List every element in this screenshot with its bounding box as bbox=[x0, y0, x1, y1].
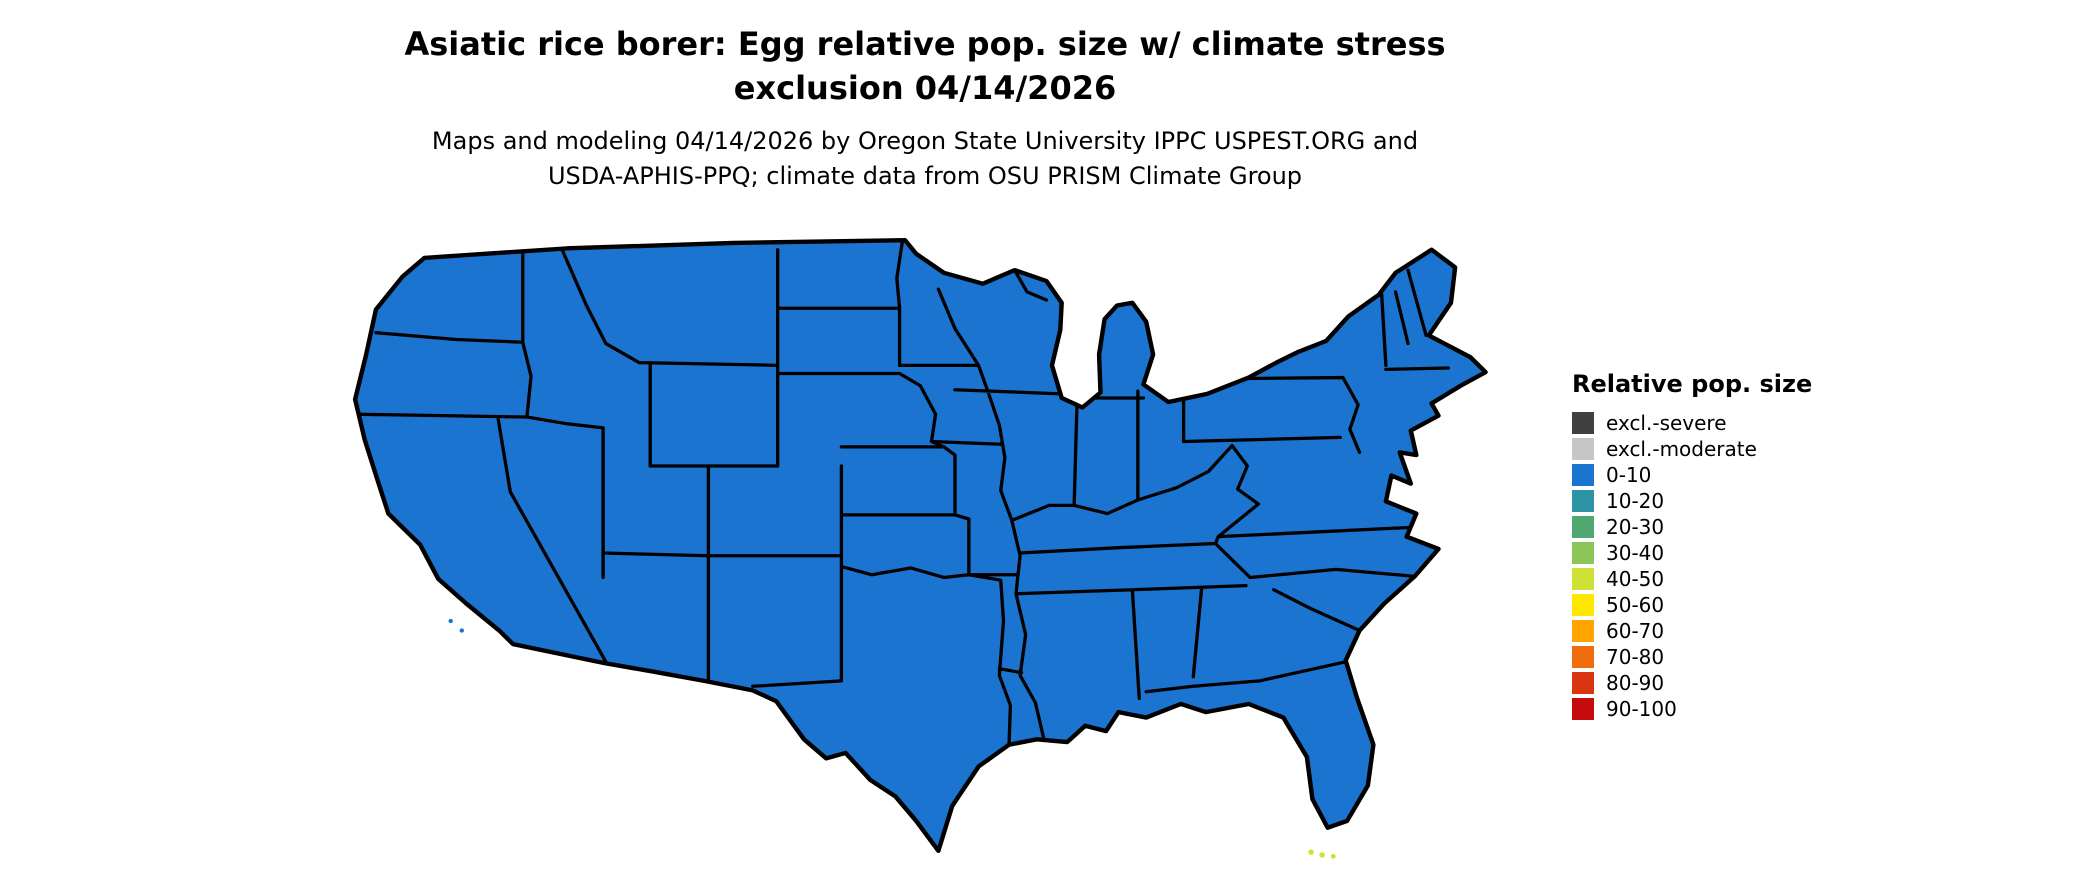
legend-label: 70-80 bbox=[1606, 645, 1665, 669]
legend-item-20-30: 20-30 bbox=[1572, 514, 1812, 540]
legend-swatch bbox=[1572, 516, 1594, 538]
legend-label: 50-60 bbox=[1606, 593, 1665, 617]
legend-item-excl-severe: excl.-severe bbox=[1572, 410, 1812, 436]
map-title-line1: Asiatic rice borer: Egg relative pop. si… bbox=[404, 25, 1446, 63]
legend-label: 0-10 bbox=[1606, 463, 1652, 487]
legend-item-0-10: 0-10 bbox=[1572, 462, 1812, 488]
legend-label: 10-20 bbox=[1606, 489, 1665, 513]
legend-item-90-100: 90-100 bbox=[1572, 696, 1812, 722]
legend-swatch bbox=[1572, 542, 1594, 564]
legend-swatch bbox=[1572, 672, 1594, 694]
legend-swatch bbox=[1572, 412, 1594, 434]
legend-item-10-20: 10-20 bbox=[1572, 488, 1812, 514]
map-subtitle: Maps and modeling 04/14/2026 by Oregon S… bbox=[350, 124, 1500, 194]
legend-item-70-80: 70-80 bbox=[1572, 644, 1812, 670]
legend-label: 40-50 bbox=[1606, 567, 1665, 591]
legend-swatch bbox=[1572, 438, 1594, 460]
legend-swatch bbox=[1572, 646, 1594, 668]
florida-keys bbox=[1308, 849, 1336, 859]
legend-item-50-60: 50-60 bbox=[1572, 592, 1812, 618]
legend-title: Relative pop. size bbox=[1572, 370, 1813, 398]
legend-swatch bbox=[1572, 594, 1594, 616]
legend-item-40-50: 40-50 bbox=[1572, 566, 1812, 592]
map-title-line2: exclusion 04/14/2026 bbox=[733, 69, 1117, 107]
map-subtitle-line2: USDA-APHIS-PPQ; climate data from OSU PR… bbox=[547, 162, 1303, 190]
legend-label: 80-90 bbox=[1606, 671, 1665, 695]
map-area bbox=[290, 213, 1620, 892]
legend-swatch bbox=[1572, 464, 1594, 486]
legend-swatch bbox=[1572, 698, 1594, 720]
header: Asiatic rice borer: Egg relative pop. si… bbox=[350, 22, 1500, 194]
us-outline-stroke bbox=[355, 240, 1486, 851]
legend-label: excl.-moderate bbox=[1606, 437, 1757, 461]
map-title: Asiatic rice borer: Egg relative pop. si… bbox=[350, 22, 1500, 110]
legend-swatch bbox=[1572, 620, 1594, 642]
legend-item-30-40: 30-40 bbox=[1572, 540, 1812, 566]
legend-label: 90-100 bbox=[1606, 697, 1677, 721]
channel-islands bbox=[448, 618, 465, 633]
legend-label: 30-40 bbox=[1606, 541, 1665, 565]
legend-item-excl-moderate: excl.-moderate bbox=[1572, 436, 1812, 462]
legend-item-60-70: 60-70 bbox=[1572, 618, 1812, 644]
legend-label: 60-70 bbox=[1606, 619, 1665, 643]
legend-label: 20-30 bbox=[1606, 515, 1665, 539]
state-borders bbox=[355, 240, 1450, 747]
legend: Relative pop. size excl.-severe excl.-mo… bbox=[1572, 370, 1812, 722]
map-subtitle-line1: Maps and modeling 04/14/2026 by Oregon S… bbox=[431, 127, 1419, 155]
legend-item-80-90: 80-90 bbox=[1572, 670, 1812, 696]
us-map bbox=[290, 213, 1620, 859]
legend-label: excl.-severe bbox=[1606, 411, 1727, 435]
legend-swatch bbox=[1572, 490, 1594, 512]
legend-swatch bbox=[1572, 568, 1594, 590]
